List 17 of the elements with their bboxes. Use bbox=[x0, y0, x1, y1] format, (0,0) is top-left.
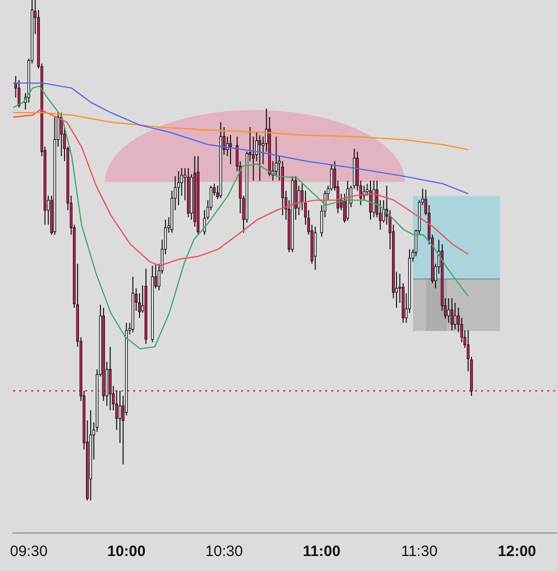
x-tick-label: 10:30 bbox=[205, 543, 243, 560]
candlestick bbox=[369, 180, 372, 220]
candlestick bbox=[450, 298, 454, 331]
candlestick bbox=[177, 170, 180, 206]
candlestick bbox=[274, 136, 278, 177]
x-tick-label: 10:00 bbox=[107, 543, 146, 560]
candlestick bbox=[258, 134, 262, 182]
x-tick-label: 12:00 bbox=[498, 543, 536, 560]
x-tick-label: 09:30 bbox=[10, 543, 48, 560]
candlestick bbox=[454, 302, 456, 330]
x-tick-label: 11:00 bbox=[302, 543, 340, 560]
candlestick bbox=[229, 134, 232, 165]
candlestick bbox=[314, 226, 317, 270]
candlestick bbox=[447, 298, 450, 324]
candlestick bbox=[18, 80, 20, 108]
candlestick bbox=[118, 390, 122, 444]
x-tick-label: 11:30 bbox=[401, 543, 438, 560]
